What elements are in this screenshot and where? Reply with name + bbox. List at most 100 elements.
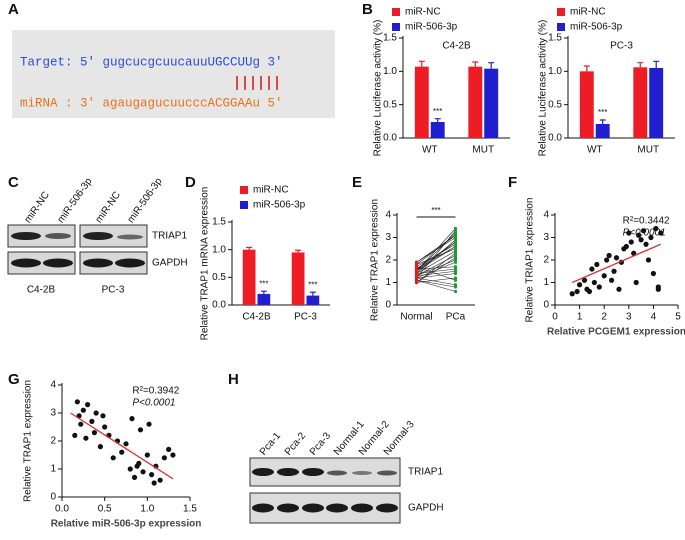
y-axis-label: Relative TRAP1 mRNA expression <box>200 187 211 341</box>
bar <box>484 68 499 138</box>
group-label: C4-2B <box>27 285 56 296</box>
y-tick-label: 0.5 <box>383 99 397 110</box>
y-tick-label: 2 <box>50 436 56 447</box>
point <box>149 472 155 478</box>
pair-line <box>416 246 456 272</box>
annotation: P<0.0001 <box>132 398 175 409</box>
point <box>414 276 419 280</box>
band-label: TRIAP1 <box>152 231 187 242</box>
legend-swatch <box>557 8 565 16</box>
legend-swatch <box>240 186 248 194</box>
bar <box>306 295 320 305</box>
y-axis-label: Relative TRIAP1 expression <box>525 198 536 323</box>
point <box>613 255 620 261</box>
significance: *** <box>308 280 317 289</box>
point <box>453 244 458 249</box>
point <box>453 283 458 287</box>
point <box>137 427 144 433</box>
error-bar <box>488 62 495 69</box>
x-tick-label: MUT <box>472 145 494 156</box>
pair-line <box>416 228 456 272</box>
pair-line <box>416 277 456 283</box>
point <box>596 284 602 290</box>
subtitle: PC-3 <box>610 41 633 52</box>
pair-line <box>416 248 456 265</box>
significance: *** <box>433 107 442 116</box>
point <box>453 258 458 262</box>
lane-label: Pca-3 <box>308 430 333 457</box>
fit-line <box>571 243 662 284</box>
lane-label: miR-506-3p <box>56 176 95 225</box>
point <box>93 410 99 416</box>
error-bar <box>637 62 644 68</box>
y-axis-label: Relative Luciferase activity (%) <box>373 20 384 157</box>
point <box>414 265 419 269</box>
bar <box>291 252 305 305</box>
fit-line <box>70 412 174 480</box>
point <box>453 240 458 244</box>
point <box>414 274 419 278</box>
point <box>414 269 419 273</box>
point <box>643 241 649 247</box>
bar <box>579 71 594 138</box>
point <box>414 280 419 285</box>
point <box>453 265 458 269</box>
point <box>414 262 419 267</box>
x-tick-label: 0 <box>552 312 558 323</box>
error-bar <box>599 119 606 124</box>
point <box>453 233 458 237</box>
band-label: GAPDH <box>408 503 444 514</box>
bar <box>633 67 648 138</box>
pair-line <box>416 277 456 286</box>
point <box>119 449 125 455</box>
y-tick-label: 4 <box>543 210 549 221</box>
point <box>645 257 652 263</box>
point <box>608 277 615 283</box>
x-tick-label: 0.5 <box>98 504 112 515</box>
pair-line <box>416 273 456 279</box>
point <box>594 261 600 268</box>
legend-label: miR-506-3p <box>253 200 306 211</box>
y-tick-label: 0.0 <box>548 133 562 144</box>
y-tick-label: 0.0 <box>383 133 397 144</box>
point <box>80 407 86 413</box>
x-axis-label: Relative miR-506-3p expression <box>51 519 202 530</box>
error-bar <box>583 65 590 72</box>
y-tick-label: 4 <box>50 380 56 391</box>
point <box>601 273 607 279</box>
y-tick-label: 1.0 <box>548 66 562 77</box>
y-tick-label: 2 <box>543 255 549 266</box>
point <box>591 279 597 286</box>
significance: *** <box>598 108 607 117</box>
y-axis-label: Relative TRAP1 expression <box>370 199 381 321</box>
point <box>453 269 458 273</box>
legend-swatch <box>557 23 565 31</box>
y-tick-label: 1 <box>50 464 56 475</box>
annotation: R²=0.3442 <box>623 216 670 227</box>
point <box>140 469 146 475</box>
x-tick-label: MUT <box>637 145 659 156</box>
mirna-sequence: miRNA : 3' agaugagucuucccACGGAAu 5' <box>20 96 283 110</box>
bar <box>468 66 483 138</box>
point <box>74 399 80 405</box>
pair-line <box>416 250 456 274</box>
legend-label: miR-506-3p <box>570 22 623 33</box>
point <box>151 480 157 486</box>
point <box>414 260 419 264</box>
y-tick-label: 2 <box>385 255 391 266</box>
point <box>453 242 458 246</box>
pair-line <box>416 268 456 274</box>
point <box>97 444 103 450</box>
point <box>574 288 580 295</box>
x-tick-label: 4 <box>651 312 657 323</box>
group-label: PC-3 <box>102 285 125 296</box>
point <box>628 239 634 245</box>
error-bar <box>246 246 253 250</box>
point <box>453 251 458 255</box>
y-axis-label: Relative Luciferase activity (%) <box>538 20 549 157</box>
band-label: GAPDH <box>152 258 188 269</box>
lane-label: Pca-2 <box>283 430 308 457</box>
lane-label: miR-506-3p <box>126 176 165 225</box>
target-sequence: Target: 5' gugcucgcuucauuUGCCUUg 3' <box>20 55 283 69</box>
error-bar <box>309 291 316 296</box>
